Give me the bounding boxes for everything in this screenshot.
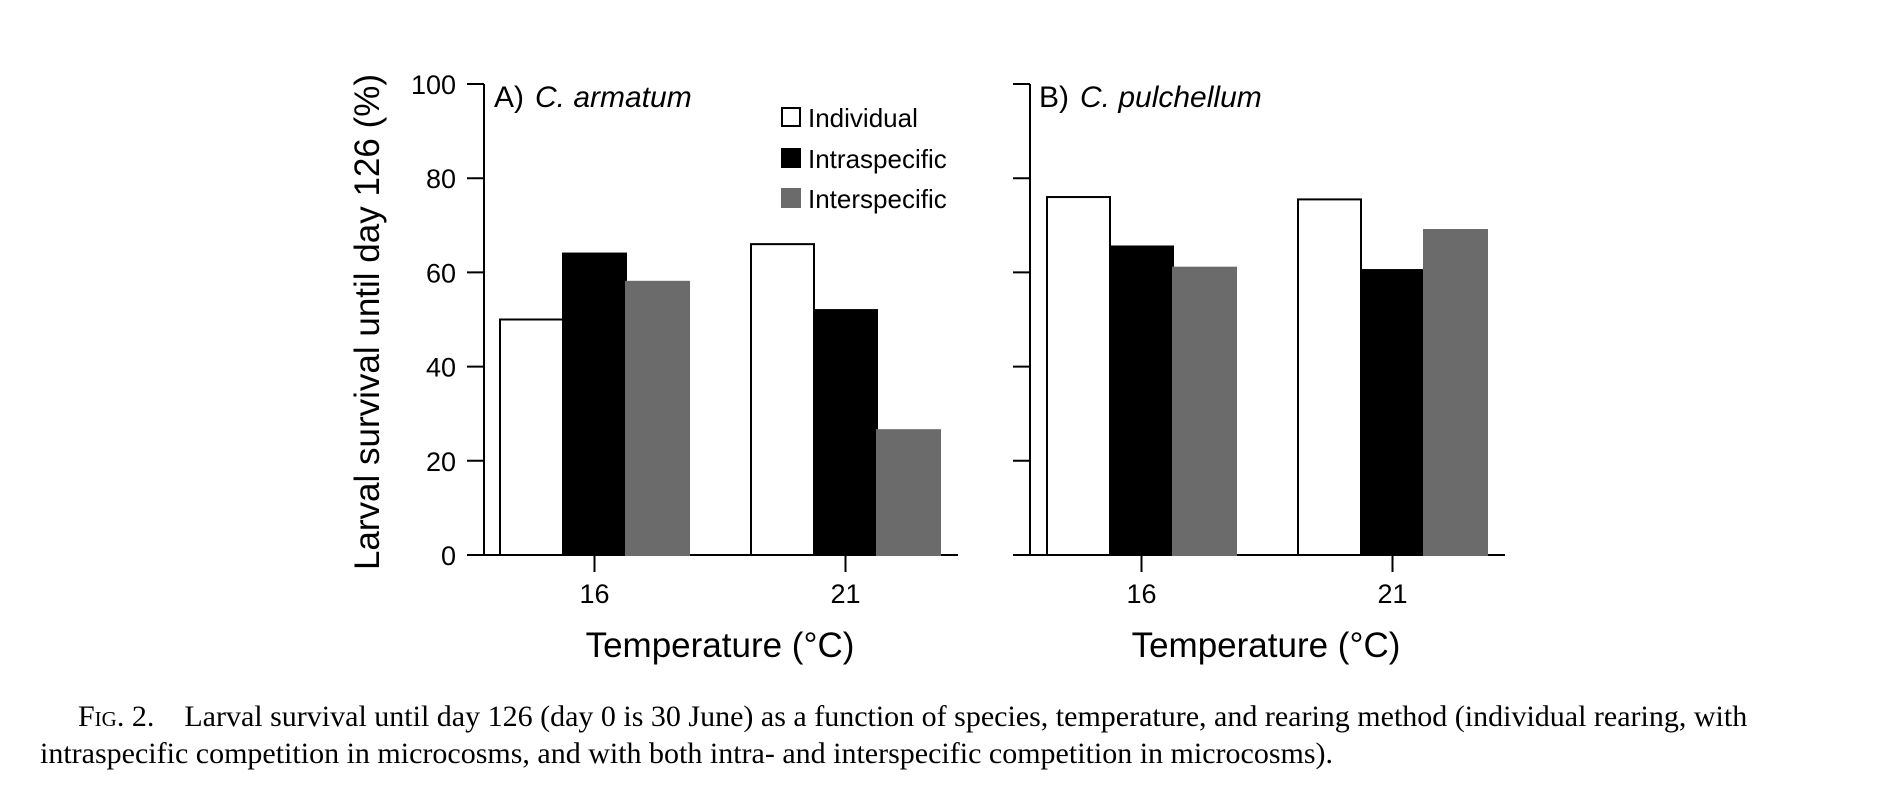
legend-label-intraspecific: Intraspecific bbox=[808, 144, 947, 174]
panel-b-species: C. pulchellum bbox=[1080, 81, 1262, 114]
panel-b-label: B) bbox=[1039, 81, 1069, 114]
panel-a-label: A) bbox=[494, 81, 524, 114]
bar-panel-b-16-individual bbox=[1046, 196, 1111, 556]
x-tick-label: 16 bbox=[579, 579, 609, 609]
bar-panel-b-16-interspecific bbox=[1172, 266, 1237, 556]
y-tick-label: 0 bbox=[441, 541, 456, 571]
panel-a-species: C. armatum bbox=[535, 81, 692, 114]
panel-a: A) C. armatum Individual Intraspecific I… bbox=[411, 70, 958, 665]
x-tick-label: 21 bbox=[1377, 579, 1407, 609]
legend-label-individual: Individual bbox=[808, 103, 918, 133]
bar-panel-b-16-intraspecific bbox=[1109, 245, 1174, 556]
caption-text: Larval survival until day 126 (day 0 is … bbox=[40, 700, 1748, 770]
figure: Larval survival until day 126 (%) A) C. … bbox=[348, 70, 1505, 665]
x-tick-label: 21 bbox=[830, 579, 860, 609]
bar-panel-a-16-individual bbox=[499, 318, 564, 556]
bar-panel-b-21-interspecific bbox=[1423, 229, 1488, 556]
y-tick-label: 100 bbox=[411, 70, 456, 100]
bar-panel-a-21-intraspecific bbox=[813, 309, 878, 556]
y-tick-label: 20 bbox=[426, 447, 456, 477]
legend-swatch-interspecific bbox=[781, 188, 801, 208]
bar-panel-a-21-interspecific bbox=[876, 429, 941, 556]
y-tick-label: 40 bbox=[426, 353, 456, 383]
x-tick-label: 16 bbox=[1126, 579, 1156, 609]
caption-label: Fig. 2. bbox=[78, 700, 155, 733]
bar-panel-a-16-intraspecific bbox=[562, 252, 627, 556]
bar-panel-b-21-individual bbox=[1297, 198, 1362, 557]
bar-panel-a-21-individual bbox=[750, 243, 815, 556]
legend-swatch-intraspecific bbox=[781, 148, 801, 168]
panel-b-xlabel: Temperature (°C) bbox=[1132, 626, 1401, 665]
bar-panel-a-16-interspecific bbox=[625, 280, 690, 556]
panel-b: B) C. pulchellum Temperature (°C) 16 21 bbox=[1013, 81, 1505, 665]
y-tick-label: 80 bbox=[426, 164, 456, 194]
y-tick-label: 60 bbox=[426, 258, 456, 288]
legend-label-interspecific: Interspecific bbox=[808, 184, 947, 214]
bar-panel-b-21-intraspecific bbox=[1360, 269, 1425, 556]
legend: Individual Intraspecific Interspecific bbox=[781, 103, 947, 214]
figure-caption: Fig. 2. Larval survival until day 126 (d… bbox=[40, 698, 1840, 772]
y-axis-label: Larval survival until day 126 (%) bbox=[348, 74, 387, 570]
panel-a-xlabel: Temperature (°C) bbox=[586, 626, 855, 665]
legend-swatch-individual bbox=[781, 107, 801, 127]
